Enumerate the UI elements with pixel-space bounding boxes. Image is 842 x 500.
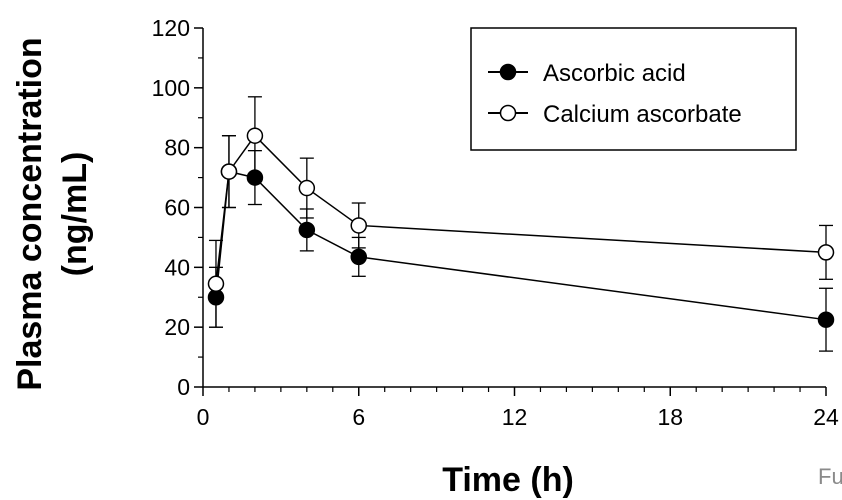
y-tick-label: 100 xyxy=(152,75,190,101)
y-tick-label: 120 xyxy=(152,15,190,41)
axes: 0 20 40 60 80 100 120 0 6 12 18 24 xyxy=(152,15,839,430)
y-tick-label: 60 xyxy=(164,195,190,221)
y-tick-label: 40 xyxy=(164,254,190,280)
legend-label-calcium-ascorbate: Calcium ascorbate xyxy=(543,101,742,128)
legend: Ascorbic acid Calcium ascorbate xyxy=(470,27,797,151)
series-ascorbic-acid xyxy=(208,135,833,352)
data-point-calcium-ascorbate xyxy=(207,275,225,293)
data-point-ascorbic-acid xyxy=(246,169,264,186)
y-tick-label: 0 xyxy=(177,374,190,400)
legend-marker-calcium-ascorbate xyxy=(499,104,517,122)
y-axis-title-line1: Plasma concentration xyxy=(11,37,49,390)
x-tick-label: 0 xyxy=(197,404,210,430)
legend-box xyxy=(470,27,797,151)
x-tick-label: 6 xyxy=(352,404,365,430)
plot-area xyxy=(207,96,835,352)
data-point-calcium-ascorbate xyxy=(817,244,835,261)
data-point-calcium-ascorbate xyxy=(350,217,367,234)
y-tick-label: 20 xyxy=(164,314,190,340)
x-tick-label: 18 xyxy=(657,404,683,430)
footnote-text: Fu xyxy=(818,464,842,489)
y-axis-title: Plasma concentration (ng/mL) xyxy=(11,37,94,390)
x-axis-title: Time (h) xyxy=(442,461,574,499)
x-tick-label: 24 xyxy=(813,404,839,430)
legend-marker-ascorbic-acid xyxy=(499,63,517,81)
y-axis-title-line2: (ng/mL) xyxy=(56,152,94,277)
y-tick-label: 80 xyxy=(164,135,190,161)
data-point-calcium-ascorbate xyxy=(246,127,264,144)
data-point-calcium-ascorbate xyxy=(220,163,238,180)
data-point-calcium-ascorbate xyxy=(298,179,316,197)
x-tick-label: 12 xyxy=(502,404,528,430)
data-point-ascorbic-acid xyxy=(817,311,835,328)
series-line-calcium-ascorbate xyxy=(215,134,827,284)
data-point-ascorbic-acid xyxy=(298,221,316,239)
data-point-ascorbic-acid xyxy=(350,248,367,266)
legend-label-ascorbic-acid: Ascorbic acid xyxy=(543,60,686,87)
